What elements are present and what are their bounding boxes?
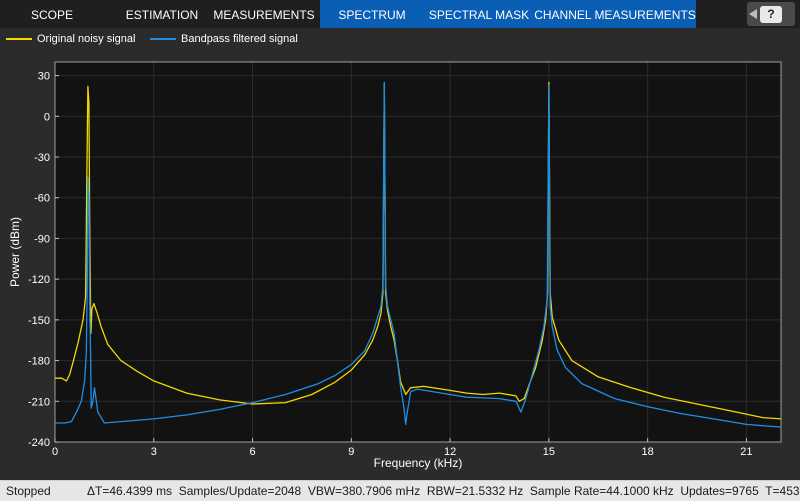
status-details: ΔT=46.4399 ms Samples/Update=2048 VBW=38… bbox=[87, 484, 800, 498]
legend-label: Original noisy signal bbox=[37, 33, 136, 45]
legend-swatch-icon bbox=[150, 38, 176, 40]
tab-scope[interactable]: SCOPE bbox=[30, 8, 73, 22]
x-tick-label: 18 bbox=[642, 446, 654, 458]
plot-area[interactable] bbox=[55, 62, 781, 442]
y-tick-label: -240 bbox=[28, 437, 50, 449]
tab-spectrum[interactable]: SPECTRUM bbox=[320, 0, 424, 28]
legend-item-original[interactable]: Original noisy signal bbox=[6, 28, 135, 50]
tab-measurements[interactable]: MEASUREMENTS bbox=[213, 8, 315, 22]
tab-spectral-mask[interactable]: SPECTRAL MASK bbox=[424, 0, 534, 28]
y-tick-label: -90 bbox=[34, 233, 50, 245]
legend-label: Bandpass filtered signal bbox=[181, 33, 298, 45]
y-tick-label: -120 bbox=[28, 274, 50, 286]
y-axis-label: Power (dBm) bbox=[8, 217, 22, 287]
x-tick-label: 9 bbox=[348, 446, 354, 458]
x-tick-label: 6 bbox=[249, 446, 255, 458]
help-button[interactable]: ? bbox=[760, 6, 782, 23]
y-tick-label: -150 bbox=[28, 315, 50, 327]
legend: Original noisy signal Bandpass filtered … bbox=[0, 28, 800, 50]
y-tick-label: -210 bbox=[28, 396, 50, 408]
legend-item-filtered[interactable]: Bandpass filtered signal bbox=[150, 28, 298, 50]
y-tick-label: 0 bbox=[44, 111, 50, 123]
y-tick-label: -60 bbox=[34, 193, 50, 205]
y-tick-label: -180 bbox=[28, 356, 50, 368]
series-line-filtered[interactable] bbox=[55, 81, 782, 428]
x-tick-label: 21 bbox=[740, 446, 752, 458]
y-tick-label: -30 bbox=[34, 152, 50, 164]
tab-channel-measurements[interactable]: CHANNEL MEASUREMENTS bbox=[534, 0, 696, 28]
toolstrip: SCOPE ESTIMATION MEASUREMENTS SPECTRUM SPECT… bbox=[0, 0, 800, 28]
legend-swatch-icon bbox=[6, 38, 32, 40]
x-tick-label: 12 bbox=[444, 446, 456, 458]
status-bar: Stopped ΔT=46.4399 ms Samples/Update=204… bbox=[0, 480, 800, 501]
y-tick-label: 30 bbox=[38, 71, 50, 83]
plot-frame bbox=[54, 61, 782, 443]
collapse-toolstrip-icon[interactable] bbox=[749, 9, 757, 19]
x-tick-label: 3 bbox=[151, 446, 157, 458]
x-axis-label: Frequency (kHz) bbox=[374, 456, 463, 470]
status-state: Stopped bbox=[6, 484, 51, 498]
tab-estimation[interactable]: ESTIMATION bbox=[125, 8, 199, 22]
x-tick-label: 0 bbox=[52, 446, 58, 458]
x-tick-label: 15 bbox=[543, 446, 555, 458]
